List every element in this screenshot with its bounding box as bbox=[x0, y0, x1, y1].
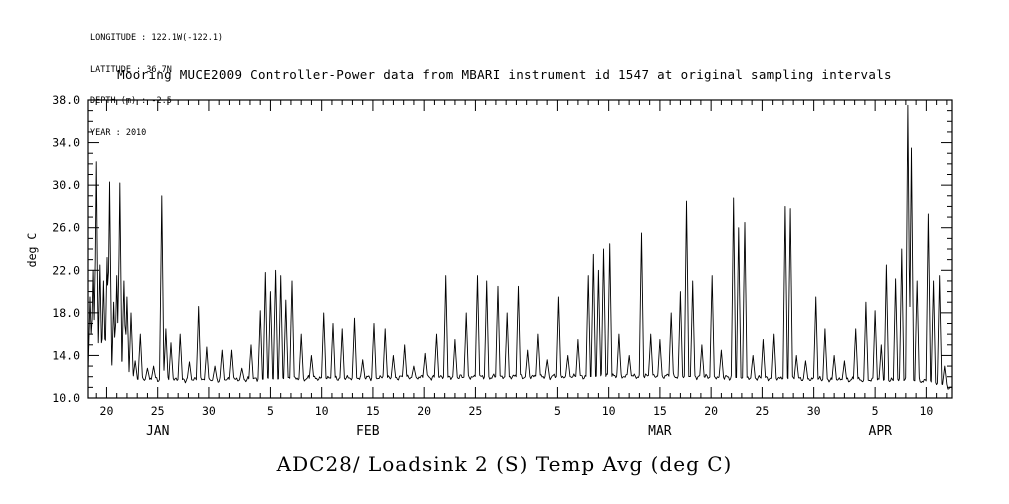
y-tick-label: 10.0 bbox=[52, 391, 80, 405]
x-tick-label: 20 bbox=[100, 404, 114, 418]
x-tick-label: 10 bbox=[602, 404, 616, 418]
y-tick-label: 22.0 bbox=[52, 263, 80, 277]
temperature-series-line bbox=[87, 104, 953, 390]
x-tick-label: 25 bbox=[468, 404, 482, 418]
y-tick-label: 26.0 bbox=[52, 221, 80, 235]
x-tick-label: 15 bbox=[366, 404, 380, 418]
chart-title: Mooring MUCE2009 Controller-Power data f… bbox=[117, 67, 892, 82]
station-metadata: LONGITUDE : 122.1W(-122.1) LATITUDE : 36… bbox=[90, 12, 223, 159]
x-tick-label: 25 bbox=[755, 404, 769, 418]
y-tick-label: 30.0 bbox=[52, 178, 80, 192]
y-tick-label: 18.0 bbox=[52, 306, 80, 320]
x-tick-label: 20 bbox=[417, 404, 431, 418]
bottom-axis-title: ADC28/ Loadsink 2 (S) Temp Avg (deg C) bbox=[276, 452, 733, 476]
month-label: JAN bbox=[146, 424, 169, 439]
metadata-longitude: LONGITUDE : 122.1W(-122.1) bbox=[90, 33, 224, 43]
y-tick-label: 34.0 bbox=[52, 136, 80, 150]
x-tick-label: 30 bbox=[807, 404, 821, 418]
x-tick-label: 25 bbox=[151, 404, 165, 418]
x-tick-label: 5 bbox=[872, 404, 879, 418]
metadata-depth: DEPTH (m) : -2.5 bbox=[90, 96, 172, 106]
y-tick-label: 38.0 bbox=[52, 93, 80, 107]
x-tick-label: 15 bbox=[653, 404, 667, 418]
metadata-latitude: LATITUDE : 36.7N bbox=[90, 64, 172, 75]
x-tick-label: 10 bbox=[315, 404, 329, 418]
metadata-year: YEAR : 2010 bbox=[90, 127, 147, 138]
x-tick-label: 30 bbox=[202, 404, 216, 418]
x-tick-label: 10 bbox=[919, 404, 933, 418]
x-tick-label: 5 bbox=[267, 404, 274, 418]
month-label: FEB bbox=[356, 424, 380, 439]
y-tick-label: 14.0 bbox=[52, 348, 80, 362]
month-label: APR bbox=[869, 424, 893, 439]
x-tick-label: 5 bbox=[554, 404, 561, 418]
month-label: MAR bbox=[648, 424, 672, 439]
x-tick-label: 20 bbox=[704, 404, 718, 418]
